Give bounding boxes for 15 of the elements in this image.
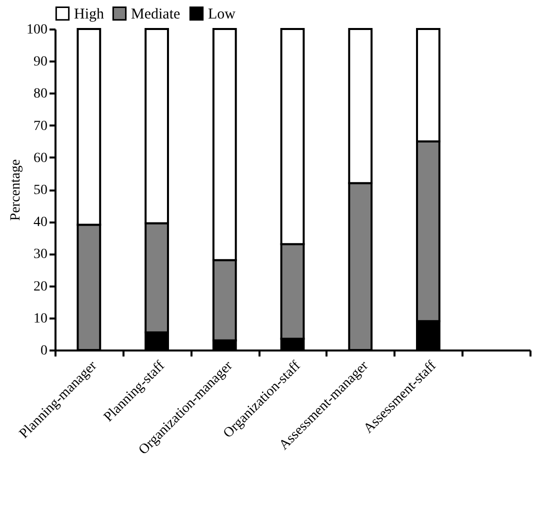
y-tick-label: 0 — [40, 344, 48, 358]
y-tick-label: 20 — [34, 279, 48, 294]
legend-label: Low — [208, 6, 236, 23]
y-tick-label: 80 — [34, 86, 48, 102]
y-tick-label: 10 — [34, 311, 48, 326]
y-axis-title: Percentage — [8, 159, 24, 221]
y-tick-label: 100 — [26, 22, 48, 38]
y-tick-label: 90 — [34, 54, 48, 70]
y-tick-label: 70 — [34, 118, 48, 134]
legend-label: High — [74, 6, 104, 23]
y-tick-label: 60 — [34, 150, 48, 166]
y-tick-label: 30 — [34, 247, 48, 262]
y-tick-label: 50 — [34, 183, 48, 198]
legend-label: Mediate — [131, 6, 180, 23]
y-tick-label: 40 — [34, 215, 48, 230]
